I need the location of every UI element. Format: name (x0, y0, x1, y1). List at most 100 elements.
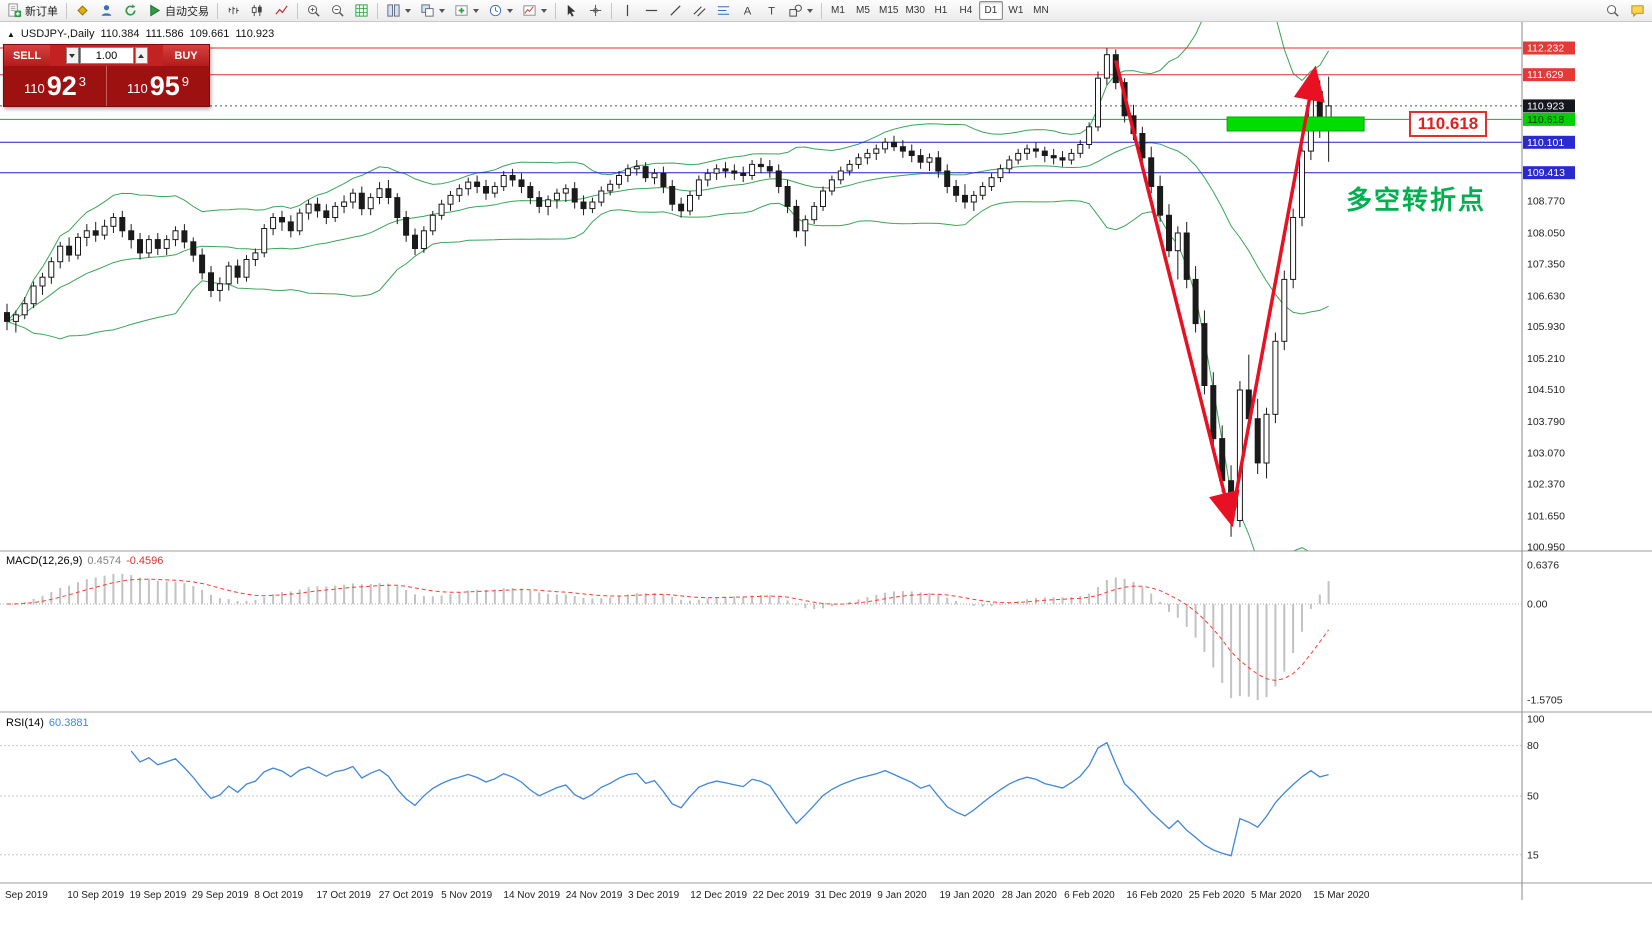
symbol-name: USDJPY-,Daily (20, 28, 95, 40)
new-order-button[interactable]: 新订单 (3, 1, 62, 20)
fibonacci-button[interactable] (712, 1, 735, 20)
svg-text:109.413: 109.413 (1527, 167, 1565, 179)
symbol-marker-icon: ▲ (7, 30, 15, 39)
search-button[interactable] (1601, 1, 1624, 20)
date-axis[interactable]: Sep 2019 10 Sep 2019 19 Sep 2019 29 Sep 201… (5, 890, 1370, 901)
sell-price-big: 92 (46, 71, 77, 101)
svg-text:0.6376: 0.6376 (1527, 560, 1559, 572)
svg-text:110.618: 110.618 (1527, 114, 1564, 126)
zoom-out-button[interactable] (326, 1, 349, 20)
ohlc-high: 111.586 (145, 28, 184, 40)
arrange-windows-button[interactable] (416, 1, 449, 20)
timeframe-w1-button[interactable]: W1 (1004, 1, 1028, 20)
hline-icon (644, 3, 659, 18)
chat-icon (1630, 3, 1645, 18)
community-button[interactable] (1626, 1, 1649, 20)
channel-icon (692, 3, 707, 18)
crosshair-icon (588, 3, 603, 18)
volume-input[interactable] (79, 47, 134, 64)
svg-text:50: 50 (1527, 791, 1539, 803)
chart-canvas[interactable]: 112.232 111.629 110.923 110.618 110.101 109.4… (0, 22, 1652, 949)
toolbar-separator (217, 2, 218, 19)
sell-button[interactable]: SELL (4, 45, 50, 66)
svg-text:110.101: 110.101 (1527, 137, 1564, 149)
label-button[interactable]: T (760, 1, 783, 20)
periods-button[interactable] (484, 1, 517, 20)
svg-text:103.070: 103.070 (1527, 448, 1565, 460)
svg-text:105.210: 105.210 (1527, 353, 1565, 365)
market-watch-button[interactable] (71, 1, 94, 20)
timeframe-m1-button[interactable]: M1 (826, 1, 850, 20)
timeframe-m30-button[interactable]: M30 (902, 1, 927, 20)
volume-down-button[interactable] (65, 47, 79, 64)
timeframe-m5-button[interactable]: M5 (851, 1, 875, 20)
timeframe-h4-button[interactable]: H4 (954, 1, 978, 20)
line-chart-button[interactable] (270, 1, 293, 20)
horizontal-line-button[interactable] (640, 1, 663, 20)
zoom-in-button[interactable] (302, 1, 325, 20)
timeframe-mn-button[interactable]: MN (1029, 1, 1053, 20)
svg-text:108.050: 108.050 (1527, 228, 1565, 240)
zoom-in-icon (306, 3, 321, 18)
template-icon (522, 3, 537, 18)
trend-arrow-2[interactable] (1229, 65, 1325, 521)
macd-signal-value: -0.4596 (126, 555, 164, 567)
text-button[interactable]: A (736, 1, 759, 20)
svg-text:19 Sep 2019: 19 Sep 2019 (130, 890, 187, 901)
toolbar-separator (66, 2, 67, 19)
autotrading-button[interactable]: 自动交易 (143, 1, 213, 20)
svg-text:3 Dec 2019: 3 Dec 2019 (628, 890, 680, 901)
navigator-button[interactable] (119, 1, 142, 20)
dropdown-caret-icon (405, 8, 411, 13)
price-axis[interactable]: 112.232 111.629 110.923 110.618 110.101 109.4… (1523, 41, 1575, 862)
timeframe-h1-button[interactable]: H1 (929, 1, 953, 20)
tile2-icon (420, 3, 435, 18)
templates-button[interactable] (518, 1, 551, 20)
buy-button[interactable]: BUY (163, 45, 209, 66)
support-zone-rectangle[interactable] (1226, 116, 1365, 132)
trend-arrow-1[interactable] (1114, 60, 1240, 528)
svg-text:104.510: 104.510 (1527, 384, 1565, 396)
crosshair-button[interactable] (584, 1, 607, 20)
cursor-button[interactable] (560, 1, 583, 20)
indicator-list-button[interactable] (350, 1, 373, 20)
buy-price-button[interactable]: 110 95 9 (107, 66, 209, 106)
chart-area[interactable]: 112.232 111.629 110.923 110.618 110.101 109.4… (0, 22, 1652, 949)
fibo-icon (716, 3, 731, 18)
trendline-button[interactable] (664, 1, 687, 20)
macd-name: MACD(12,26,9) (6, 555, 83, 567)
data-window-button[interactable] (95, 1, 118, 20)
svg-text:Sep 2019: Sep 2019 (5, 890, 48, 901)
chart-ohlc-header: ▲ USDJPY-,Daily 110.384 111.586 109.661 … (7, 28, 274, 40)
shapes-button[interactable] (784, 1, 817, 20)
vertical-line-button[interactable] (616, 1, 639, 20)
timeframe-d1-button[interactable]: D1 (978, 1, 1003, 20)
play-icon (147, 3, 162, 18)
buy-price-big: 95 (149, 71, 180, 101)
plus-icon (454, 3, 469, 18)
ohlc-close: 110.923 (235, 28, 275, 40)
candlestick-chart-button[interactable] (246, 1, 269, 20)
trend-icon (668, 3, 683, 18)
zoom-out-icon (330, 3, 345, 18)
trade-panel-prices: 110 92 3 110 95 9 (4, 66, 209, 106)
svg-text:12 Dec 2019: 12 Dec 2019 (690, 890, 747, 901)
turning-point-note: 多空转折点 (1346, 185, 1487, 215)
doc-plus-icon (7, 3, 22, 18)
tile-windows-button[interactable] (382, 1, 415, 20)
grid-icon (354, 3, 369, 18)
sell-price-button[interactable]: 110 92 3 (4, 66, 107, 106)
timeframe-m15-button[interactable]: M15 (876, 1, 901, 20)
trade-panel-controls: SELL BUY (4, 45, 209, 66)
svg-text:80: 80 (1527, 740, 1539, 752)
candles-icon (250, 3, 265, 18)
zone-price-label[interactable]: 110.618 (1409, 111, 1487, 137)
new-chart-button[interactable] (450, 1, 483, 20)
shapes-icon (788, 3, 803, 18)
svg-text:100: 100 (1527, 714, 1545, 726)
rsi-value: 60.3881 (48, 717, 89, 729)
volume-up-button[interactable] (134, 47, 148, 64)
svg-text:108.770: 108.770 (1527, 196, 1565, 208)
bar-chart-button[interactable] (222, 1, 245, 20)
channel-button[interactable] (688, 1, 711, 20)
